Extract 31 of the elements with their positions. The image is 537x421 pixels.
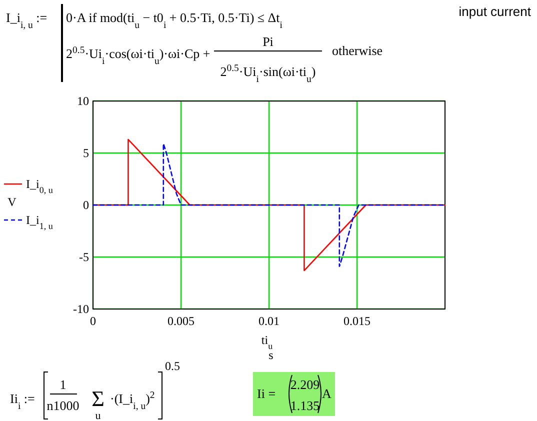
x-tick-label: 0.015 — [344, 314, 370, 328]
text: s — [268, 348, 274, 362]
text: Pi — [262, 34, 274, 49]
text: 2$^{0.5}$·Ui$_{i}$·cos(ωi·ti$_{u}$)·ωi·Cp + — [66, 44, 210, 66]
y-tick-label: 0 — [83, 198, 89, 212]
text: 2$^{0.5}$·Ui$_{i}$·sin(ωi·ti$_{u}$) — [220, 62, 316, 84]
text: ·(I_i$_{i, u}$)$^{2}$ — [110, 390, 155, 412]
text: u — [95, 410, 102, 421]
x-tick-label: 0.01 — [258, 314, 280, 328]
text: otherwise — [332, 43, 383, 58]
x-axis-title: ti$_{u}$ — [261, 333, 274, 351]
text: 0.5 — [165, 359, 180, 373]
y-tick-label: 5 — [83, 146, 89, 160]
legend-label: I_i$_{1, u}$ — [26, 213, 54, 231]
text: input current — [458, 4, 532, 19]
text: 2.209 — [290, 377, 320, 392]
text: n1000 — [46, 398, 80, 413]
y-tick-label: -5 — [79, 250, 89, 264]
text: 1 — [60, 377, 66, 392]
text: Ii = — [257, 386, 276, 401]
text: 1.135 — [290, 398, 320, 413]
y-tick-label: 10 — [77, 94, 89, 108]
y-axis-title: V — [8, 195, 17, 209]
x-tick-label: 0.005 — [168, 314, 194, 328]
y-tick-label: -10 — [73, 302, 89, 316]
legend-label: I_i$_{0, u}$ — [26, 177, 54, 195]
text: 0·A if mod(ti$_{u}$ − t0$_{i}$ + 0.5·Ti, 0.5·Ti) ≤ Δt$_{i}$ — [66, 10, 283, 30]
text: A — [322, 386, 332, 401]
text: Ii$_{i}$ := — [10, 391, 35, 412]
text: Σ — [92, 386, 104, 411]
text: I_i$_{i, u}$ := — [6, 10, 48, 30]
